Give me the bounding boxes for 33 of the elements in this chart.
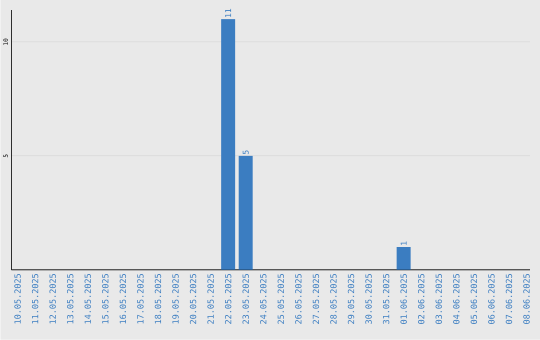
x-tick-label: 07.06.2025 [506,274,512,324]
x-tick-label: 06.06.2025 [488,274,495,324]
x-tick-label: 12.05.2025 [49,274,56,324]
x-tick-label: 14.05.2025 [84,274,91,324]
x-tick-label: 05.06.2025 [470,274,478,324]
x-tick-label: 23.05.2025 [242,274,249,324]
x-tick-label: 15.05.2025 [102,274,109,324]
bar [221,19,236,270]
x-tick-label: 04.06.2025 [453,274,460,324]
x-tick-label: 11.05.2025 [32,274,38,324]
x-tick-label: 24.05.2025 [260,274,266,324]
x-tick-label: 31.05.2025 [382,274,390,324]
x-tick-label: 26.05.2025 [295,274,302,324]
x-tick-label: 08.06.2025 [523,274,530,324]
x-tick-label: 21.05.2025 [207,274,214,324]
x-tick-label: 18.05.2025 [154,274,162,324]
x-tick-label: 19.05.2025 [172,274,179,324]
x-tick-label: 28.05.2025 [330,274,337,324]
bar [238,156,253,270]
x-tick-label: 22.05.2025 [224,274,232,324]
x-tick-label: 01.06.2025 [400,274,407,324]
x-tick-label: 25.05.2025 [278,274,284,324]
x-tick-label: 16.05.2025 [120,274,126,324]
x-tick-label: 02.06.2025 [418,274,424,324]
x-tick-label: 27.05.2025 [312,274,320,324]
bar [396,247,411,270]
x-tick-label: 10.05.2025 [14,274,21,324]
x-tick-label: 03.06.2025 [436,274,442,324]
x-tick-label: 30.05.2025 [365,274,372,324]
x-tick-label: 13.05.2025 [66,274,74,324]
x-tick-label: 20.05.2025 [190,274,196,324]
x-tick-label: 29.05.2025 [348,274,354,324]
x-tick-label: 17.05.2025 [137,274,144,324]
